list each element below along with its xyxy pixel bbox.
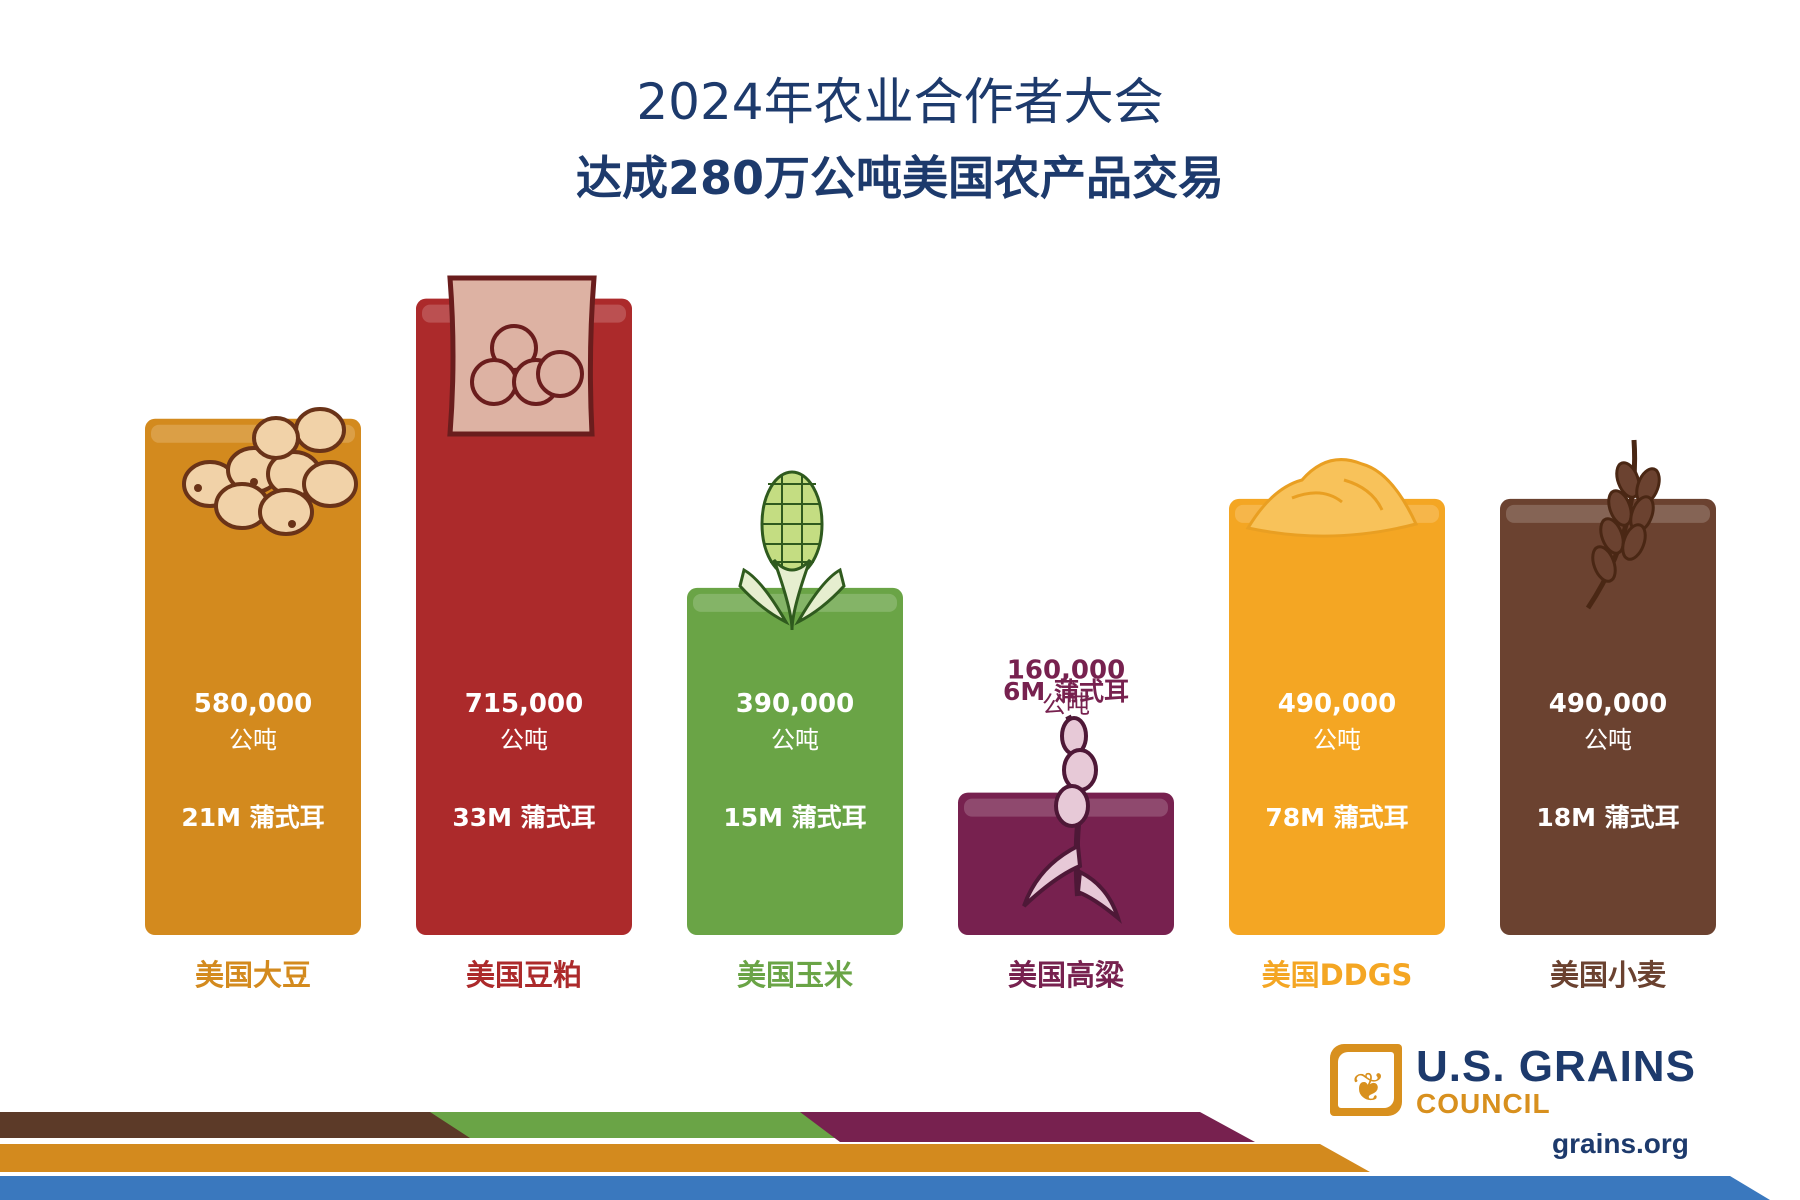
bushel-label-0: 21M 蒲式耳 — [181, 803, 324, 832]
stripe-blue — [0, 1176, 1770, 1200]
category-label-4: 美国DDGS — [1262, 958, 1413, 992]
category-label-2: 美国玉米 — [737, 958, 853, 992]
sorghum-plant-icon — [1022, 714, 1122, 924]
value-label-0: 580,000 — [194, 689, 312, 719]
unit-label-4: 公吨 — [1313, 726, 1361, 754]
value-label-1: 715,000 — [465, 689, 583, 719]
logo-subtitle: COUNCIL — [1416, 1088, 1551, 1119]
unit-label-5: 公吨 — [1584, 726, 1632, 754]
value-label-5: 490,000 — [1549, 689, 1667, 719]
value-label-3: 160,000 — [1007, 656, 1125, 686]
unit-label-3: 公吨 — [1042, 691, 1090, 719]
bar-1 — [416, 298, 632, 935]
soybean-meal-bag-icon — [447, 275, 597, 437]
category-label-1: 美国豆粕 — [466, 958, 582, 992]
icons-layer — [182, 275, 1661, 924]
stripe-orange — [0, 1144, 1370, 1172]
soybeans-icon — [182, 407, 358, 536]
website-url: grains.org — [1552, 1128, 1689, 1159]
unit-label-0: 公吨 — [229, 726, 277, 754]
ddgs-pile-icon — [1245, 458, 1419, 538]
category-label-0: 美国大豆 — [195, 958, 311, 992]
usgc-logo: ❦ U.S. GRAINS COUNCIL — [1330, 1042, 1770, 1122]
category-label-3: 美国高粱 — [1008, 958, 1124, 992]
wheat-icon — [1585, 439, 1661, 610]
bar-4 — [1229, 498, 1445, 935]
chart-title: 2024年农业合作者大会 — [636, 73, 1164, 131]
corn-cob-icon — [738, 470, 846, 631]
bar-5 — [1500, 498, 1716, 935]
unit-label-2: 公吨 — [771, 726, 819, 754]
bushel-label-4: 78M 蒲式耳 — [1265, 803, 1408, 832]
bushel-label-3: 6M 蒲式耳 — [1003, 677, 1129, 706]
bar-highlight-5 — [1506, 504, 1710, 523]
logo-name: U.S. GRAINS — [1416, 1042, 1696, 1091]
bushel-label-2: 15M 蒲式耳 — [723, 803, 866, 832]
footer-stripes — [0, 1112, 1770, 1200]
unit-label-1: 公吨 — [500, 726, 548, 754]
chart-subtitle: 达成280万公吨美国农产品交易 — [575, 151, 1225, 205]
grain-logo-icon: ❦ — [1330, 1044, 1402, 1116]
bushel-label-5: 18M 蒲式耳 — [1536, 803, 1679, 832]
bar-0 — [145, 418, 361, 935]
value-label-4: 490,000 — [1278, 689, 1396, 719]
bar-2 — [687, 587, 903, 935]
bushel-label-1: 33M 蒲式耳 — [452, 803, 595, 832]
stripe-brown — [0, 1112, 490, 1138]
value-label-2: 390,000 — [736, 689, 854, 719]
stripe-purple — [800, 1112, 1255, 1142]
bars-layer — [145, 298, 1716, 935]
category-label-5: 美国小麦 — [1550, 958, 1667, 992]
stripe-green — [430, 1112, 840, 1138]
